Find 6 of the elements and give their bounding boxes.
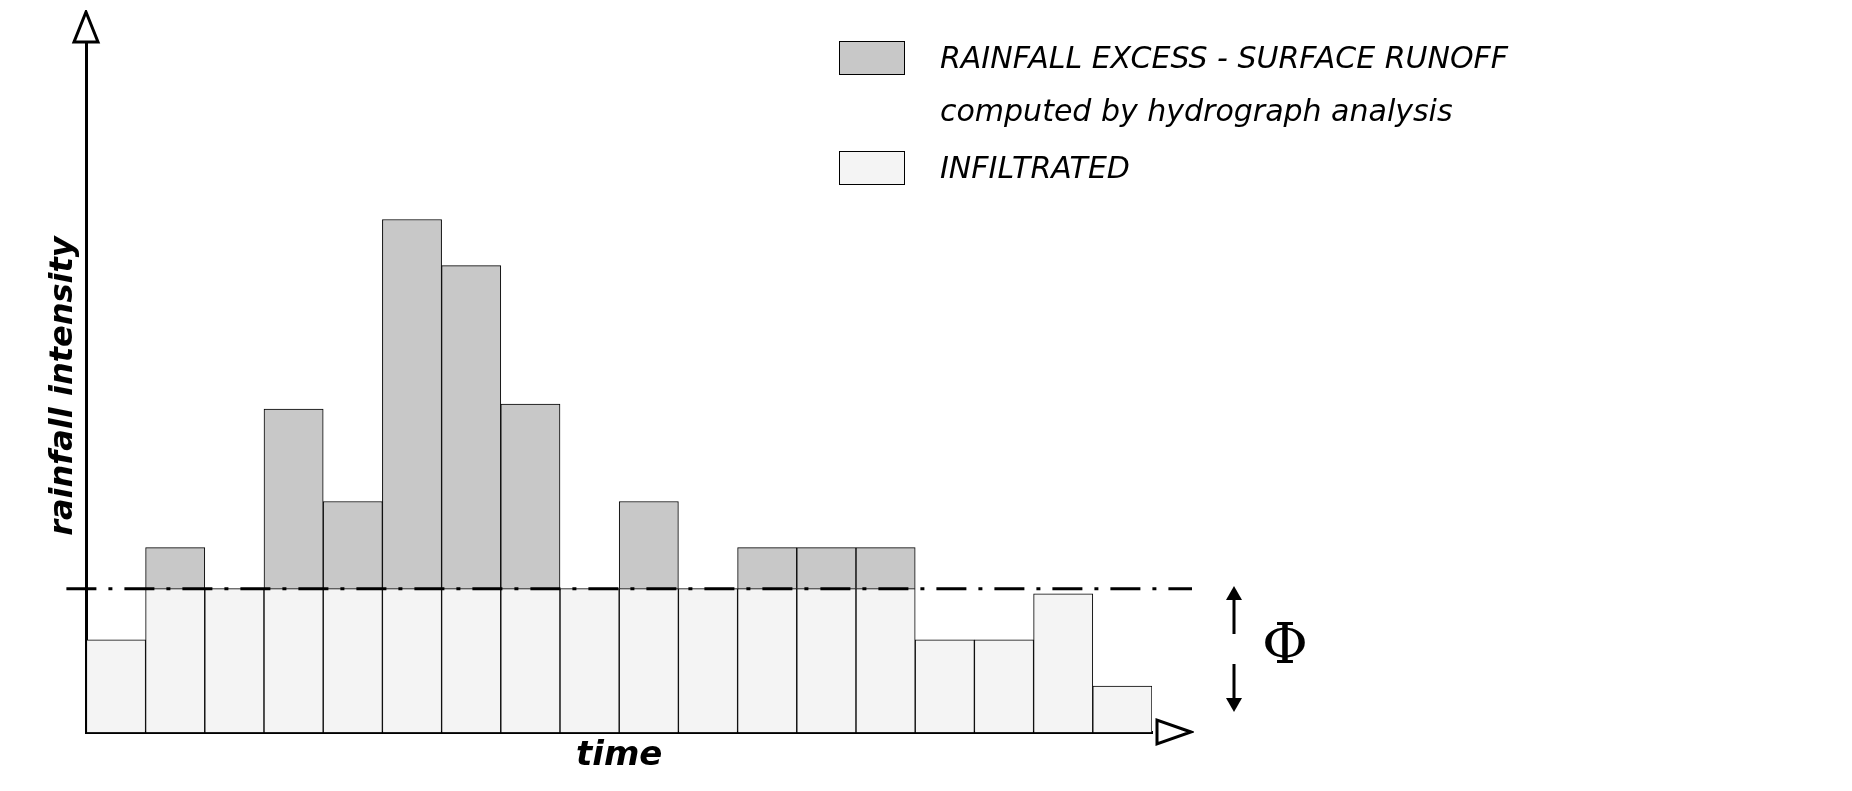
x-axis-title: time xyxy=(576,733,663,774)
legend-label: RAINFALL EXCESS - SURFACE RUNOFF xyxy=(940,40,1509,75)
y-axis-title: rainfall intensity xyxy=(41,235,80,536)
legend-label: Φ xyxy=(1262,611,1308,677)
text: computed by hydrograph analysis xyxy=(940,93,1454,128)
legend-label: INFILTRATED xyxy=(940,150,1130,185)
